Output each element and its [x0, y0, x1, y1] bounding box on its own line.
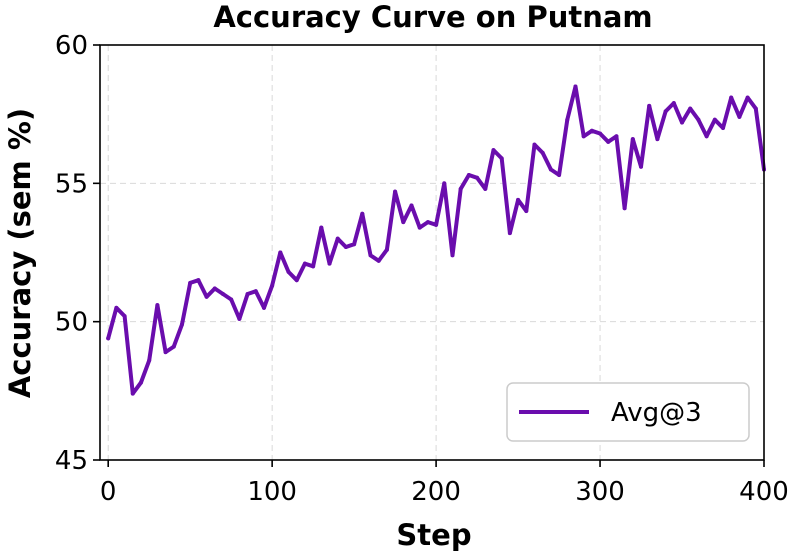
- data-point: [466, 173, 471, 178]
- data-point: [745, 95, 750, 100]
- data-point: [401, 220, 406, 225]
- data-point: [450, 253, 455, 258]
- data-point: [409, 203, 414, 208]
- data-point: [220, 292, 225, 296]
- data-point: [147, 358, 152, 363]
- data-point: [663, 109, 668, 114]
- data-point: [106, 336, 111, 341]
- data-point: [647, 103, 652, 108]
- legend: Avg@3: [506, 382, 750, 442]
- data-point: [155, 303, 160, 308]
- data-point: [581, 134, 586, 139]
- y-tick-label: 60: [55, 31, 88, 61]
- data-point: [171, 344, 176, 349]
- y-tick-label: 50: [55, 308, 88, 338]
- legend-label-avg3: Avg@3: [611, 398, 702, 428]
- data-point: [130, 391, 135, 396]
- data-point: [360, 211, 365, 216]
- data-point: [524, 209, 529, 213]
- data-point: [491, 148, 496, 153]
- data-point: [196, 278, 201, 283]
- data-point: [548, 167, 553, 172]
- data-point: [483, 186, 488, 191]
- y-tick-label: 45: [55, 446, 88, 476]
- data-point: [688, 106, 693, 111]
- x-tick-label: 400: [739, 477, 789, 507]
- data-point: [721, 126, 726, 130]
- data-point: [532, 142, 537, 147]
- data-point: [753, 106, 758, 111]
- data-point: [458, 186, 463, 191]
- data-point: [589, 128, 594, 133]
- data-point: [573, 84, 578, 89]
- data-point: [393, 189, 398, 194]
- data-point: [237, 316, 242, 321]
- data-point: [368, 253, 373, 258]
- data-point: [540, 150, 545, 155]
- data-point: [737, 114, 742, 119]
- data-point: [311, 264, 316, 269]
- data-point: [163, 350, 168, 355]
- x-tick-label: 200: [411, 477, 461, 507]
- data-point: [319, 225, 324, 230]
- data-point: [229, 297, 234, 302]
- data-point: [261, 305, 266, 310]
- data-point: [507, 231, 512, 236]
- data-point: [622, 206, 627, 211]
- data-point: [729, 95, 734, 100]
- data-point: [614, 134, 619, 139]
- data-point: [376, 258, 381, 263]
- x-tick-label: 300: [575, 477, 625, 507]
- data-point: [212, 286, 217, 291]
- data-point: [671, 101, 676, 106]
- data-point: [253, 289, 258, 294]
- data-point: [639, 164, 644, 169]
- chart-title: Accuracy Curve on Putnam: [213, 0, 652, 34]
- data-point: [179, 322, 184, 327]
- data-point: [417, 225, 422, 230]
- data-point: [270, 283, 275, 288]
- data-point: [425, 220, 430, 225]
- data-point: [343, 244, 348, 249]
- data-point: [557, 173, 562, 178]
- data-point: [712, 117, 717, 122]
- x-axis-label: Step: [396, 518, 471, 552]
- data-point: [278, 250, 283, 255]
- x-tick-label: 100: [247, 477, 297, 507]
- y-tick-label: 55: [55, 169, 88, 199]
- data-point: [516, 197, 521, 202]
- data-point: [138, 380, 143, 385]
- data-point: [606, 139, 611, 144]
- data-point: [327, 261, 332, 266]
- data-point: [565, 117, 570, 122]
- y-axis-label: Accuracy (sem %): [3, 108, 37, 398]
- data-point: [335, 236, 340, 241]
- data-point: [598, 131, 603, 136]
- data-point: [286, 269, 291, 274]
- data-point: [114, 305, 119, 310]
- plot-frame: [99, 44, 765, 461]
- data-point: [294, 278, 299, 283]
- data-point: [680, 120, 685, 125]
- data-point: [475, 175, 480, 180]
- data-point: [204, 294, 209, 299]
- legend-box: [506, 382, 750, 442]
- data-point: [442, 181, 447, 186]
- data-point: [434, 222, 439, 227]
- data-point: [696, 117, 701, 122]
- data-point: [352, 242, 357, 247]
- data-point: [245, 292, 250, 296]
- series-points: [106, 84, 766, 396]
- data-point: [655, 137, 660, 142]
- data-point: [499, 156, 504, 161]
- data-point: [384, 247, 389, 252]
- x-tick-label: 0: [100, 477, 117, 507]
- data-point: [630, 137, 635, 142]
- data-point: [302, 261, 307, 266]
- axis-ticks: 0 100 200 300 400 45 50 55 60: [55, 31, 789, 507]
- data-point: [704, 134, 709, 139]
- data-point: [122, 314, 127, 319]
- data-point: [188, 280, 193, 285]
